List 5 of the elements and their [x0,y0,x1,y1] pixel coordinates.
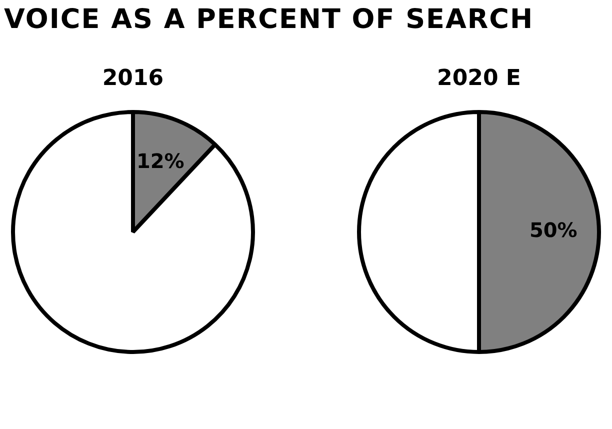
chart-title: VOICE AS A PERCENT OF SEARCH [3,3,535,35]
data-label: 50% [529,218,578,242]
chart-subtitle: 2016 [101,66,165,93]
data-label: 12% [136,149,184,174]
chart-subtitle: 2020 E [436,66,522,93]
